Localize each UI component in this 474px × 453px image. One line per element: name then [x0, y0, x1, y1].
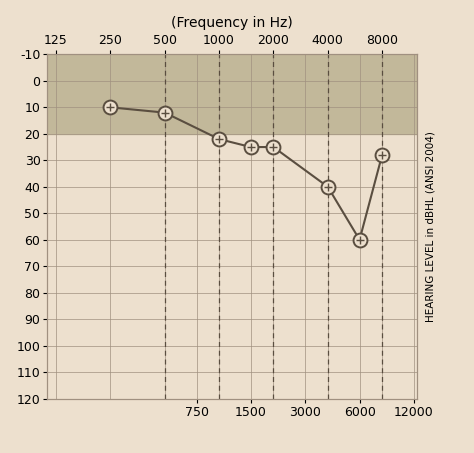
- Y-axis label: HEARING LEVEL in dBHL (ANSI 2004): HEARING LEVEL in dBHL (ANSI 2004): [426, 131, 436, 322]
- Bar: [47, 54, 417, 134]
- X-axis label: (Frequency in Hz): (Frequency in Hz): [172, 16, 293, 30]
